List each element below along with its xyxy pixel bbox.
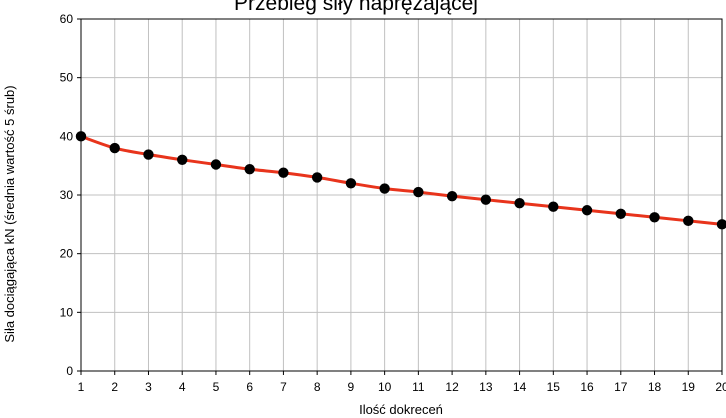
x-tick-label: 13 bbox=[479, 380, 493, 394]
series-line bbox=[79, 134, 724, 226]
y-tick-label: 60 bbox=[60, 12, 74, 26]
series-line-group bbox=[79, 134, 724, 226]
x-tick-label: 1 bbox=[78, 380, 85, 394]
data-point-8 bbox=[311, 172, 323, 183]
data-point-16 bbox=[581, 205, 593, 216]
data-point-6 bbox=[244, 163, 255, 175]
x-axis-title: Ilość dokreceń bbox=[359, 402, 443, 417]
y-tick-label: 50 bbox=[60, 71, 74, 85]
x-tick-label: 10 bbox=[378, 380, 392, 394]
y-axis-title: Siła dociągająca kN (średnia wartość 5 ś… bbox=[2, 85, 17, 342]
series-markers-group bbox=[75, 131, 726, 230]
x-tick-label: 14 bbox=[513, 380, 527, 394]
data-point-14 bbox=[514, 198, 525, 209]
x-tick-label: 11 bbox=[412, 380, 425, 394]
x-tick-label: 15 bbox=[547, 380, 561, 394]
data-point-7 bbox=[278, 167, 289, 178]
y-tick-label: 40 bbox=[60, 129, 74, 143]
data-point-3 bbox=[143, 149, 154, 160]
data-point-4 bbox=[177, 154, 188, 165]
y-tick-label: 30 bbox=[60, 188, 74, 202]
plot-frame bbox=[77, 18, 723, 375]
data-point-9 bbox=[345, 178, 357, 189]
data-point-17 bbox=[615, 208, 626, 219]
y-tick-label: 20 bbox=[60, 247, 74, 261]
data-point-18 bbox=[649, 212, 660, 223]
data-point-20 bbox=[716, 219, 726, 230]
chart-title: Przebieg siły napręzającej bbox=[234, 0, 478, 15]
x-tick-label: 9 bbox=[348, 380, 355, 394]
y-tick-label: 10 bbox=[60, 305, 74, 319]
x-tick-label: 6 bbox=[246, 380, 253, 394]
data-point-5 bbox=[210, 159, 222, 170]
x-tick-label: 2 bbox=[111, 380, 118, 394]
data-point-15 bbox=[548, 201, 559, 212]
data-point-12 bbox=[446, 190, 458, 202]
x-tick-label: 7 bbox=[280, 380, 287, 394]
y-tick-labels: 0 10 20 30 40 50 60 bbox=[60, 12, 74, 378]
x-tick-label: 19 bbox=[682, 380, 696, 394]
x-tick-label: 20 bbox=[715, 380, 726, 394]
x-tick-label: 18 bbox=[648, 380, 662, 394]
x-tick-label: 5 bbox=[213, 380, 220, 394]
data-point-13 bbox=[480, 194, 492, 205]
data-point-1 bbox=[75, 131, 87, 142]
x-tick-label: 16 bbox=[580, 380, 594, 394]
data-point-10 bbox=[379, 183, 390, 194]
x-tick-label: 17 bbox=[614, 380, 628, 394]
x-tick-label: 12 bbox=[445, 380, 459, 394]
data-point-11 bbox=[413, 186, 424, 198]
x-tick-labels: 1 2 3 4 5 6 7 8 9 10 11 12 13 14 15 16 17 18 19 20 bbox=[78, 380, 726, 394]
x-tick-label: 8 bbox=[314, 380, 321, 394]
y-tick-label: 0 bbox=[66, 364, 73, 378]
data-point-2 bbox=[109, 142, 120, 154]
x-tick-label: 3 bbox=[145, 380, 152, 394]
grid bbox=[81, 19, 722, 371]
data-point-19 bbox=[683, 215, 694, 227]
x-tick-label: 4 bbox=[179, 380, 186, 394]
